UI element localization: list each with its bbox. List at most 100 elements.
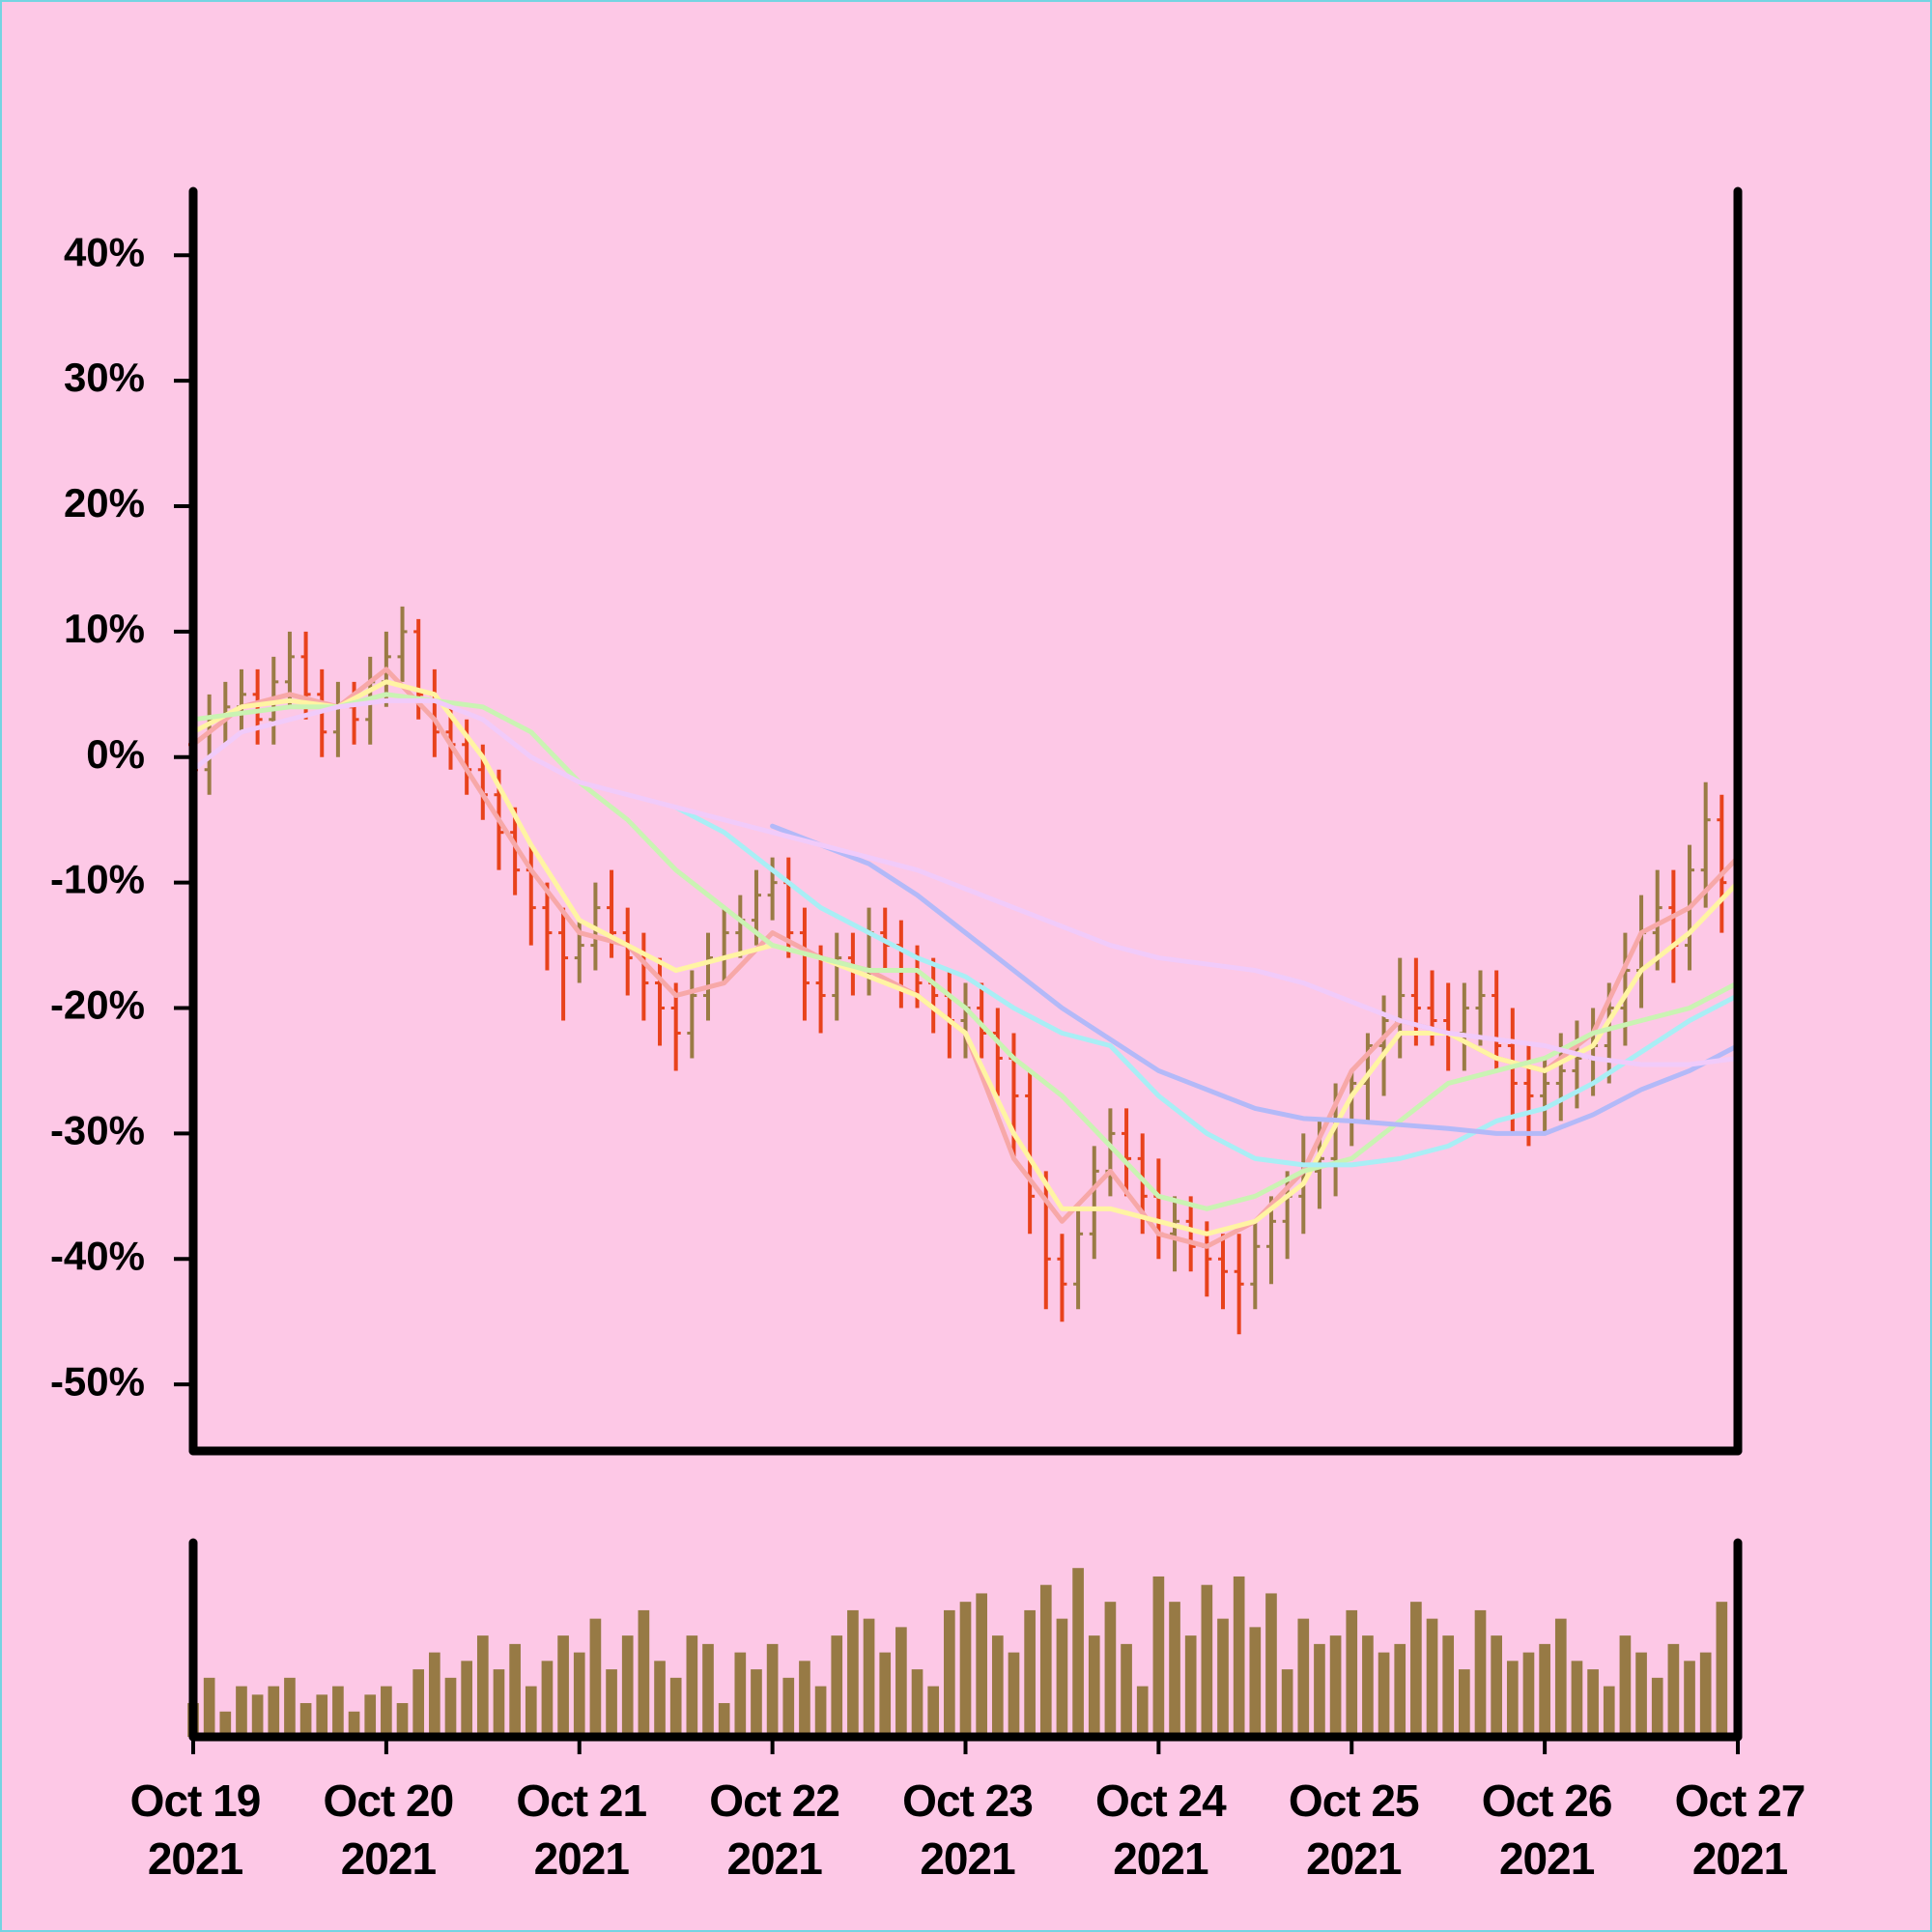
x-tick-label: Oct 21 2021 <box>516 1776 647 1884</box>
volume-bar <box>236 1686 247 1737</box>
volume-bar <box>734 1652 747 1737</box>
volume-bar <box>1506 1661 1519 1737</box>
volume-bar <box>1684 1661 1695 1737</box>
volume-bar <box>1233 1576 1245 1737</box>
volume-bar <box>1217 1618 1229 1737</box>
volume-bar <box>476 1635 489 1737</box>
volume-bar <box>1346 1609 1358 1737</box>
moving-average-line <box>770 823 1741 1136</box>
y-tick-label: -10% <box>50 857 145 902</box>
volume-bar <box>959 1602 972 1737</box>
volume-bar <box>557 1635 569 1737</box>
volume-bar <box>364 1694 377 1737</box>
volume-bar <box>911 1669 923 1737</box>
volume-bar <box>1459 1669 1470 1737</box>
volume-bar <box>219 1711 232 1737</box>
volume-bar <box>1265 1593 1277 1737</box>
volume-bar <box>847 1609 859 1737</box>
y-tick-label: 10% <box>64 606 145 651</box>
y-tick-label: 0% <box>86 731 145 777</box>
volume-bar <box>1201 1584 1213 1737</box>
volume-bar <box>1024 1609 1036 1737</box>
volume-bar <box>444 1677 457 1737</box>
x-tick-label: Oct 25 2021 <box>1288 1776 1420 1884</box>
volume-bar <box>1539 1643 1550 1737</box>
y-tick-label: 40% <box>64 229 145 274</box>
x-tick-label: Oct 22 2021 <box>709 1776 840 1884</box>
moving-average-line <box>190 667 1741 1249</box>
volume-bar <box>429 1652 440 1737</box>
volume-bar <box>669 1677 682 1737</box>
y-tick-label: 20% <box>64 480 145 526</box>
volume-bar <box>863 1618 875 1737</box>
x-tick-label: Oct 19 2021 <box>129 1776 262 1884</box>
volume-bar <box>1491 1635 1502 1737</box>
volume-bar <box>686 1635 698 1737</box>
volume-bar <box>606 1669 617 1737</box>
volume-bar <box>316 1694 328 1737</box>
volume-bar <box>1699 1652 1712 1737</box>
volume-bar <box>638 1609 650 1737</box>
volume-bar <box>1297 1618 1310 1737</box>
volume-bar <box>702 1643 714 1737</box>
volume-bar <box>831 1635 843 1737</box>
moving-average-line <box>190 679 1741 1236</box>
volume-bar <box>1571 1661 1583 1737</box>
volume-bar <box>751 1669 762 1737</box>
volume-bar <box>718 1703 730 1737</box>
volume-bar <box>1651 1677 1663 1737</box>
volume-bar <box>1152 1576 1165 1737</box>
volume-bar <box>1104 1602 1117 1737</box>
volume-bar <box>396 1703 409 1737</box>
y-tick-label: 30% <box>64 355 145 400</box>
volume-bar <box>927 1686 940 1737</box>
volume-bar <box>1587 1669 1599 1737</box>
volume-bar <box>1008 1652 1020 1737</box>
volume-bar <box>332 1686 344 1737</box>
volume-bar <box>1072 1568 1084 1737</box>
volume-bar <box>573 1652 585 1737</box>
volume-bar <box>1554 1618 1567 1737</box>
volume-bar <box>1362 1635 1374 1737</box>
volume-bar <box>654 1661 666 1737</box>
volume-bar <box>1121 1643 1132 1737</box>
volume-bar <box>1667 1643 1680 1737</box>
volume-bar <box>944 1609 955 1737</box>
volume-bar <box>461 1661 472 1737</box>
y-tick-label: -30% <box>50 1107 145 1152</box>
volume-bar <box>1635 1652 1647 1737</box>
volume-bar <box>509 1643 521 1737</box>
volume-bar <box>814 1686 827 1737</box>
volume-bar <box>621 1635 634 1737</box>
x-tick-label: Oct 23 2021 <box>902 1776 1034 1884</box>
volume-bar <box>1522 1652 1535 1737</box>
volume-bar <box>1039 1584 1052 1737</box>
volume-bar <box>381 1686 392 1737</box>
volume-bar <box>1281 1669 1293 1737</box>
volume-bar <box>1136 1686 1149 1737</box>
x-tick-label: Oct 24 2021 <box>1095 1776 1227 1884</box>
volume-bar <box>1088 1635 1100 1737</box>
volume-bar <box>268 1686 280 1737</box>
volume-bar <box>1426 1618 1438 1737</box>
volume-bar <box>541 1661 554 1737</box>
volume-bar <box>1056 1618 1068 1737</box>
y-tick-label: -40% <box>50 1233 145 1278</box>
volume-bar <box>412 1669 425 1737</box>
volume-bar <box>589 1618 602 1737</box>
volume-bar <box>879 1652 892 1737</box>
y-tick-label: -50% <box>50 1358 145 1404</box>
volume-bar <box>976 1593 987 1737</box>
volume-bar <box>1314 1643 1325 1737</box>
moving-average-line <box>190 697 1741 1067</box>
volume-bar <box>1394 1643 1406 1737</box>
x-tick-label: Oct 26 2021 <box>1481 1776 1613 1884</box>
volume-bar <box>493 1669 505 1737</box>
volume-bar <box>766 1643 779 1737</box>
volume-bar <box>525 1686 537 1737</box>
volume-bar <box>782 1677 795 1737</box>
volume-bar <box>299 1703 312 1737</box>
volume-bar <box>799 1661 810 1737</box>
